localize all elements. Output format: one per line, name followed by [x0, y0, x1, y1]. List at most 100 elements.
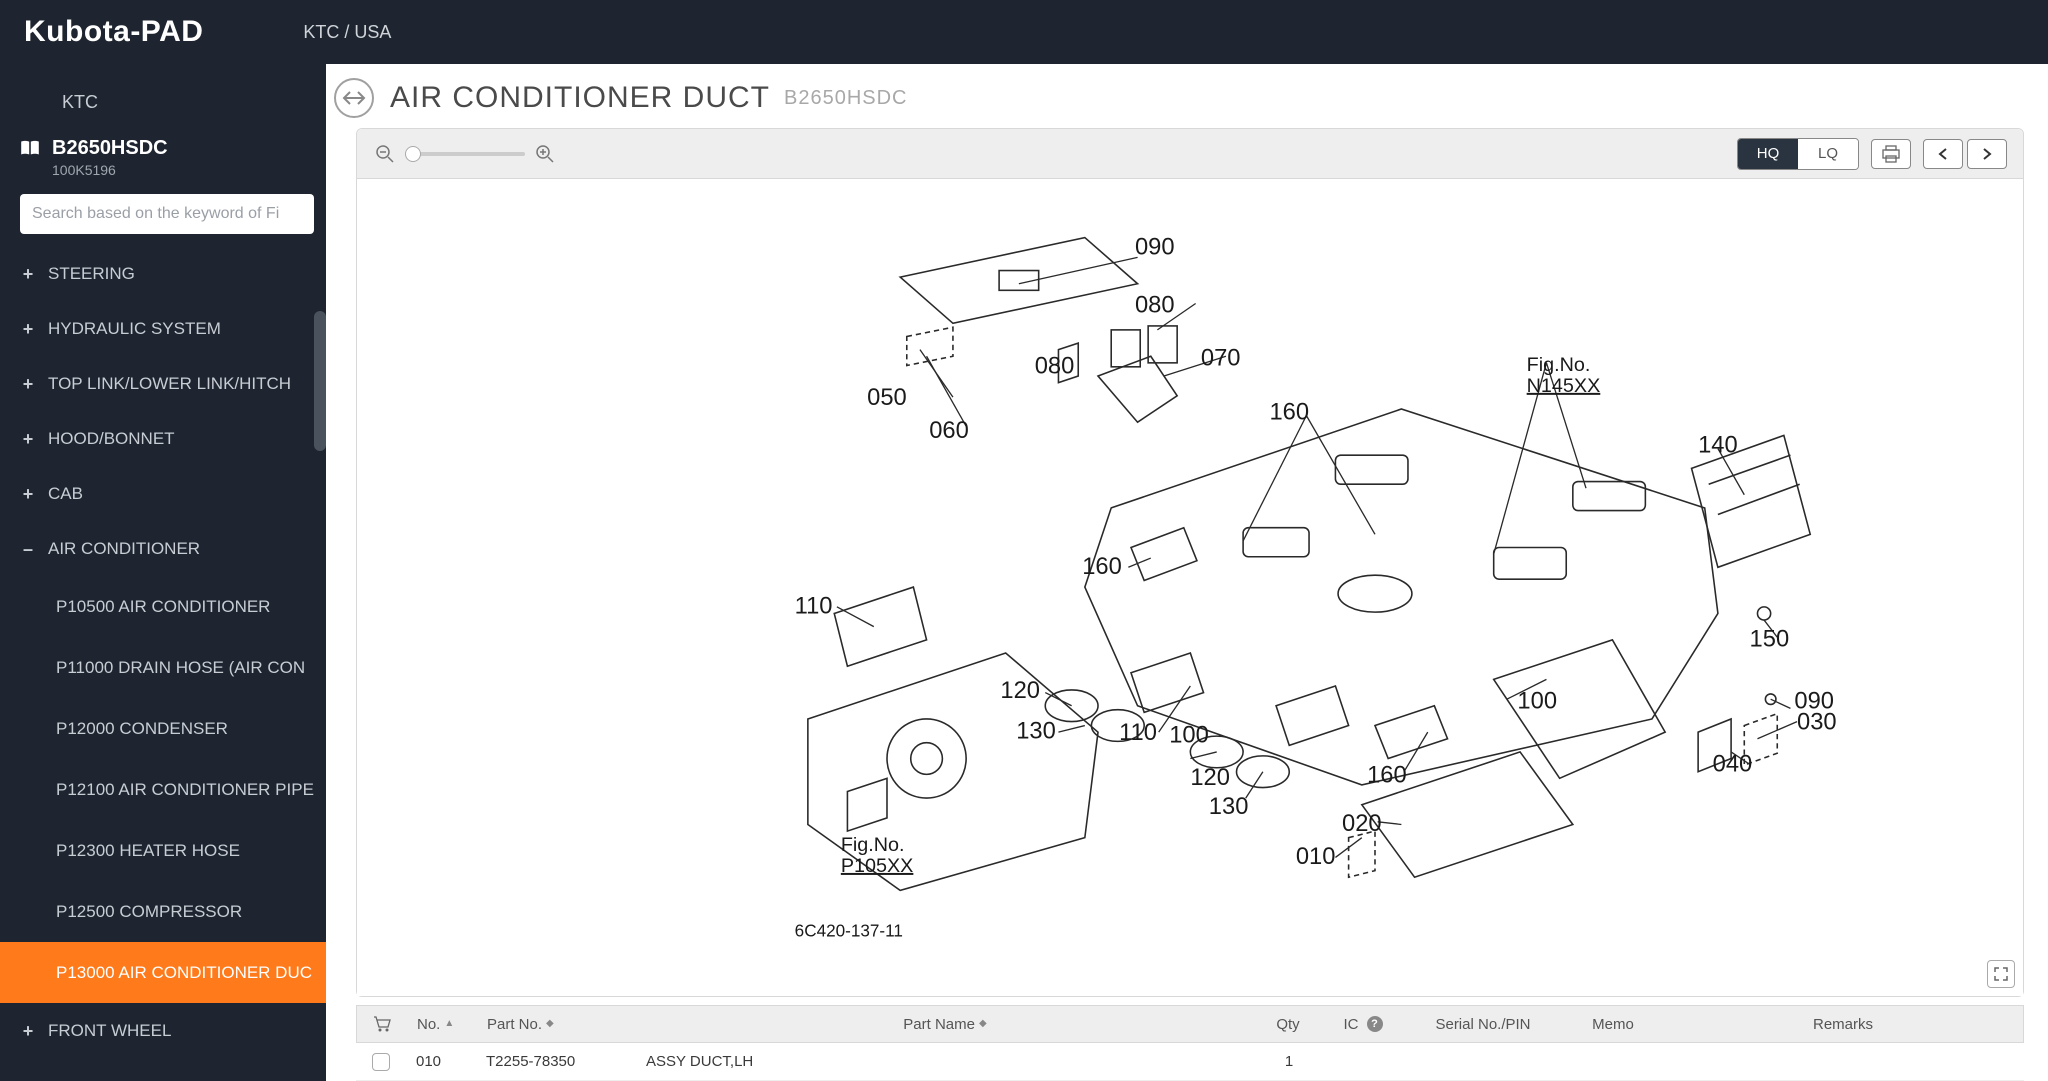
content-area: AIR CONDITIONER DUCT B2650HSDC — [326, 64, 2048, 1081]
plus-icon: + — [20, 485, 36, 503]
nav-cat-airconditioner[interactable]: –AIR CONDITIONER — [0, 521, 326, 576]
diagram-box: HQ LQ — [356, 128, 2024, 997]
zoom-thumb[interactable] — [405, 146, 421, 162]
nav-label: AIR CONDITIONER — [48, 539, 200, 559]
nav-label: HOOD/BONNET — [48, 429, 175, 449]
svg-text:100: 100 — [1517, 689, 1557, 715]
svg-text:080: 080 — [1034, 354, 1074, 380]
svg-text:130: 130 — [1016, 719, 1056, 745]
model-row[interactable]: B2650HSDC 100K5196 — [20, 137, 306, 178]
th-qty[interactable]: Qty — [1253, 1016, 1323, 1033]
sidebar-ktc[interactable]: KTC — [62, 92, 306, 113]
next-button[interactable] — [1967, 139, 2007, 169]
chevron-left-icon — [1937, 147, 1949, 161]
cell-no: 010 — [406, 1053, 476, 1070]
zoom-slider[interactable] — [405, 152, 525, 156]
table-header: No.▲ Part No.◆ Part Name◆ Qty IC? Serial… — [356, 1005, 2024, 1043]
expand-icon — [1993, 966, 2009, 982]
nav-sub-p10500[interactable]: P10500 AIR CONDITIONER — [0, 576, 326, 637]
diagram-area[interactable]: 090 080 070 080 050 060 160 140 150 110 — [357, 179, 2023, 996]
th-partname[interactable]: Part Name◆ — [637, 1016, 1253, 1033]
zoom-out-button[interactable] — [373, 142, 397, 166]
prev-button[interactable] — [1923, 139, 1963, 169]
svg-text:140: 140 — [1698, 433, 1738, 459]
nav-label: CAB — [48, 484, 83, 504]
nav-cat-toplink[interactable]: + TOP LINK/LOWER LINK/HITCH — [0, 356, 326, 411]
nav-cat-cab[interactable]: + CAB — [0, 466, 326, 521]
nav-cat-hydraulic[interactable]: +HYDRAULIC SYSTEM — [0, 301, 326, 356]
plus-icon: + — [20, 430, 36, 448]
sort-icon: ◆ — [979, 1021, 987, 1027]
nav-label: HYDRAULIC SYSTEM — [48, 319, 221, 339]
th-partno[interactable]: Part No.◆ — [477, 1016, 637, 1033]
th-cart[interactable] — [357, 1015, 407, 1033]
chevron-right-icon — [1981, 147, 1993, 161]
swap-icon — [342, 90, 366, 106]
zoom-in-button[interactable] — [533, 142, 557, 166]
print-button[interactable] — [1871, 139, 1911, 169]
nav-label: TOP LINK/LOWER LINK/HITCH — [48, 374, 291, 394]
zoom-in-icon — [535, 144, 555, 164]
diagram-toolbar: HQ LQ — [357, 129, 2023, 179]
sort-icon: ▲ — [444, 1021, 454, 1027]
row-checkbox[interactable] — [372, 1053, 390, 1071]
svg-text:020: 020 — [1342, 811, 1382, 837]
th-memo[interactable]: Memo — [1563, 1016, 1663, 1033]
app-logo: Kubota-PAD — [24, 15, 203, 49]
svg-text:Fig.No.: Fig.No. — [840, 834, 904, 856]
page-title: AIR CONDITIONER DUCT — [390, 81, 770, 115]
exploded-diagram: 090 080 070 080 050 060 160 140 150 110 — [399, 199, 1982, 975]
nav-cat-frontwheel[interactable]: +FRONT WHEEL — [0, 1003, 326, 1058]
nav-sub-p13000[interactable]: P13000 AIR CONDITIONER DUC — [0, 942, 326, 1003]
plus-icon: + — [20, 375, 36, 393]
svg-text:Fig.No.: Fig.No. — [1526, 354, 1590, 376]
cell-partno: T2255-78350 — [476, 1053, 636, 1070]
nav-tree: +STEERING +HYDRAULIC SYSTEM +TOP LINK/LO… — [0, 246, 326, 1081]
nav-sub-p12500[interactable]: P12500 COMPRESSOR — [0, 881, 326, 942]
svg-text:160: 160 — [1082, 554, 1122, 580]
svg-text:010: 010 — [1296, 844, 1336, 870]
parts-table: No.▲ Part No.◆ Part Name◆ Qty IC? Serial… — [326, 1005, 2048, 1081]
title-bar: AIR CONDITIONER DUCT B2650HSDC — [326, 64, 2048, 128]
nav-cat-steering[interactable]: + STEERING — [0, 246, 326, 301]
model-name: B2650HSDC — [52, 137, 168, 160]
svg-text:110: 110 — [1119, 720, 1157, 746]
search-input[interactable] — [20, 194, 314, 234]
cell-qty: 1 — [1254, 1053, 1324, 1070]
plus-icon: + — [20, 1022, 36, 1040]
nav-sub-p12300[interactable]: P12300 HEATER HOSE — [0, 820, 326, 881]
th-serial[interactable]: Serial No./PIN — [1403, 1016, 1563, 1033]
plus-icon: + — [20, 265, 36, 283]
lq-button[interactable]: LQ — [1798, 139, 1858, 169]
print-icon — [1881, 145, 1901, 163]
region-label: KTC / USA — [303, 22, 391, 43]
th-no[interactable]: No.▲ — [407, 1016, 477, 1033]
th-ic[interactable]: IC? — [1323, 1016, 1403, 1033]
table-row[interactable]: 010 T2255-78350 ASSY DUCT,LH 1 — [356, 1043, 2024, 1081]
sort-icon: ◆ — [546, 1021, 554, 1027]
svg-text:090: 090 — [1135, 235, 1175, 261]
svg-text:160: 160 — [1367, 763, 1407, 789]
svg-text:100: 100 — [1169, 723, 1209, 749]
cell-partname: ASSY DUCT,LH — [636, 1053, 1254, 1070]
sidebar-scrollbar[interactable] — [314, 311, 326, 451]
quality-toggle: HQ LQ — [1737, 138, 1859, 170]
help-icon[interactable]: ? — [1367, 1016, 1383, 1032]
back-button[interactable] — [334, 78, 374, 118]
nav-label: STEERING — [48, 264, 135, 284]
model-code: 100K5196 — [52, 162, 168, 178]
nav-sub-p12100[interactable]: P12100 AIR CONDITIONER PIPE — [0, 759, 326, 820]
svg-text:N145XX: N145XX — [1526, 375, 1600, 397]
nav-sub-p11000[interactable]: P11000 DRAIN HOSE (AIR CON — [0, 637, 326, 698]
hq-button[interactable]: HQ — [1738, 139, 1798, 169]
svg-text:080: 080 — [1135, 293, 1175, 319]
book-icon — [20, 140, 40, 156]
sidebar: KTC B2650HSDC 100K5196 +STEERING +HYDRAU… — [0, 64, 326, 1081]
minus-icon: – — [20, 540, 36, 558]
th-remarks[interactable]: Remarks — [1663, 1016, 2023, 1033]
nav-cat-hood[interactable]: + HOOD/BONNET — [0, 411, 326, 466]
svg-text:090: 090 — [1794, 689, 1834, 715]
nav-sub-p12000[interactable]: P12000 CONDENSER — [0, 698, 326, 759]
svg-text:120: 120 — [1190, 765, 1230, 791]
expand-button[interactable] — [1987, 960, 2015, 988]
